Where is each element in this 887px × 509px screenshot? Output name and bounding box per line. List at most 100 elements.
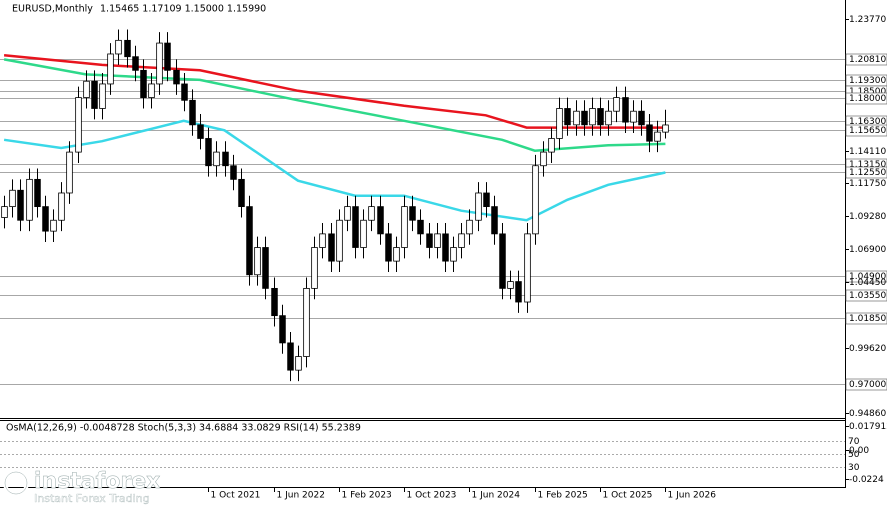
candle-body: [507, 281, 514, 289]
x-tick-label: 1 Jun 2022: [277, 491, 325, 501]
price-level-label: 1.13150: [849, 160, 886, 170]
price-level-label: 1.04900: [849, 272, 886, 282]
candle-body: [1, 206, 8, 218]
candle-body: [646, 124, 653, 142]
candle-body: [442, 233, 449, 262]
candle-body: [328, 233, 335, 262]
candle-body: [262, 247, 269, 289]
candle-body: [205, 138, 212, 167]
candle-body: [483, 192, 490, 208]
y-tick-label: 0.99620: [849, 344, 886, 354]
candle-body: [156, 42, 163, 85]
candle-body: [189, 99, 196, 126]
candle-body: [515, 281, 522, 303]
candle-body: [132, 56, 139, 71]
candle-body: [295, 356, 302, 371]
candle-body: [564, 108, 571, 126]
x-tick-label: 1 Jun 2024: [472, 491, 521, 501]
candle-body: [213, 151, 220, 167]
candle-body: [9, 189, 16, 208]
candle-body: [311, 247, 318, 289]
candle-body: [238, 178, 245, 208]
x-tick-label: 1 Jun 2026: [668, 491, 717, 501]
price-level-label: 1.12550: [849, 168, 886, 178]
y-tick-label: 0.94860: [849, 409, 886, 419]
stoch-level-label: 30: [848, 463, 860, 473]
ohlc-readout: 1.15465 1.17109 1.15000 1.15990: [100, 4, 266, 15]
candle-body: [573, 110, 580, 126]
candle-body: [491, 206, 498, 235]
logo-icon: [4, 471, 28, 495]
candle-body: [26, 178, 33, 221]
candle-body: [654, 131, 661, 142]
price-level-box: [845, 378, 887, 391]
price-level-box: [845, 92, 887, 105]
candle-body: [75, 97, 82, 153]
logo: instaforex Instant Forex Trading: [3, 469, 161, 505]
candle-body: [173, 69, 180, 85]
chart-title: EURUSD,Monthly: [12, 4, 93, 15]
moving-average: [3, 54, 666, 129]
candle-body: [83, 80, 90, 98]
candle-body: [466, 219, 473, 235]
price-level-label: 1.18000: [849, 94, 886, 104]
price-level-box: [845, 312, 887, 325]
candle-body: [524, 233, 531, 303]
candle-body: [336, 219, 343, 262]
candle-body: [548, 138, 555, 153]
candle-body: [597, 108, 604, 126]
candle-body: [662, 124, 669, 133]
candle-body: [279, 315, 286, 344]
y-tick-label: 1.14110: [849, 147, 886, 157]
candle-body: [42, 206, 49, 232]
candle-body: [385, 233, 392, 262]
candle-body: [124, 39, 131, 58]
candle-body: [50, 219, 57, 232]
price-level-label: 0.97000: [849, 380, 886, 390]
candle-body: [222, 151, 229, 167]
candle-body: [254, 247, 261, 276]
candle-body: [140, 69, 147, 98]
candle-body: [164, 42, 171, 71]
price-level-box: [845, 124, 887, 137]
candle-body: [352, 206, 359, 248]
candle-body: [499, 233, 506, 289]
logo-tagline: Instant Forex Trading: [34, 492, 150, 505]
candle-body: [230, 165, 237, 180]
y-tick-label: 1.06900: [849, 245, 886, 255]
candle-body: [115, 39, 122, 55]
candle-body: [319, 233, 326, 248]
candle-body: [344, 206, 351, 221]
candle-body: [107, 53, 114, 85]
candle-body: [401, 206, 408, 248]
candle-body: [630, 110, 637, 123]
x-tick-label: 1 Oct 2021: [211, 491, 261, 501]
candle-body: [58, 192, 65, 221]
oscillator-title: OsMA(12,26,9) -0.0048728 Stoch(5,3,3) 34…: [6, 423, 361, 434]
candle-body: [622, 97, 629, 123]
candle-body: [91, 80, 98, 109]
price-level-label: 1.15650: [849, 126, 886, 136]
candle-body: [605, 110, 612, 126]
candle-body: [377, 206, 384, 235]
candle-body: [532, 165, 539, 235]
y-tick-label: 1.09280: [849, 212, 886, 222]
x-tick-label: 1 Feb 2023: [342, 491, 392, 501]
candle-body: [368, 206, 375, 221]
x-tick-label: 1 Oct 2025: [603, 491, 653, 501]
y-tick-label: 1.23770: [849, 15, 886, 25]
price-level-box: [845, 166, 887, 179]
osc-tick-label: 0.017912: [849, 422, 887, 432]
price-level-box: [845, 289, 887, 302]
candle-body: [409, 206, 416, 221]
candle-body: [475, 192, 482, 221]
candle-body: [246, 206, 253, 276]
price-level-label: 1.03550: [849, 291, 886, 301]
candle-body: [540, 151, 547, 167]
candle-body: [99, 83, 106, 109]
candle-body: [613, 97, 620, 112]
price-level-label: 1.18500: [849, 87, 886, 97]
candle-body: [197, 124, 204, 139]
